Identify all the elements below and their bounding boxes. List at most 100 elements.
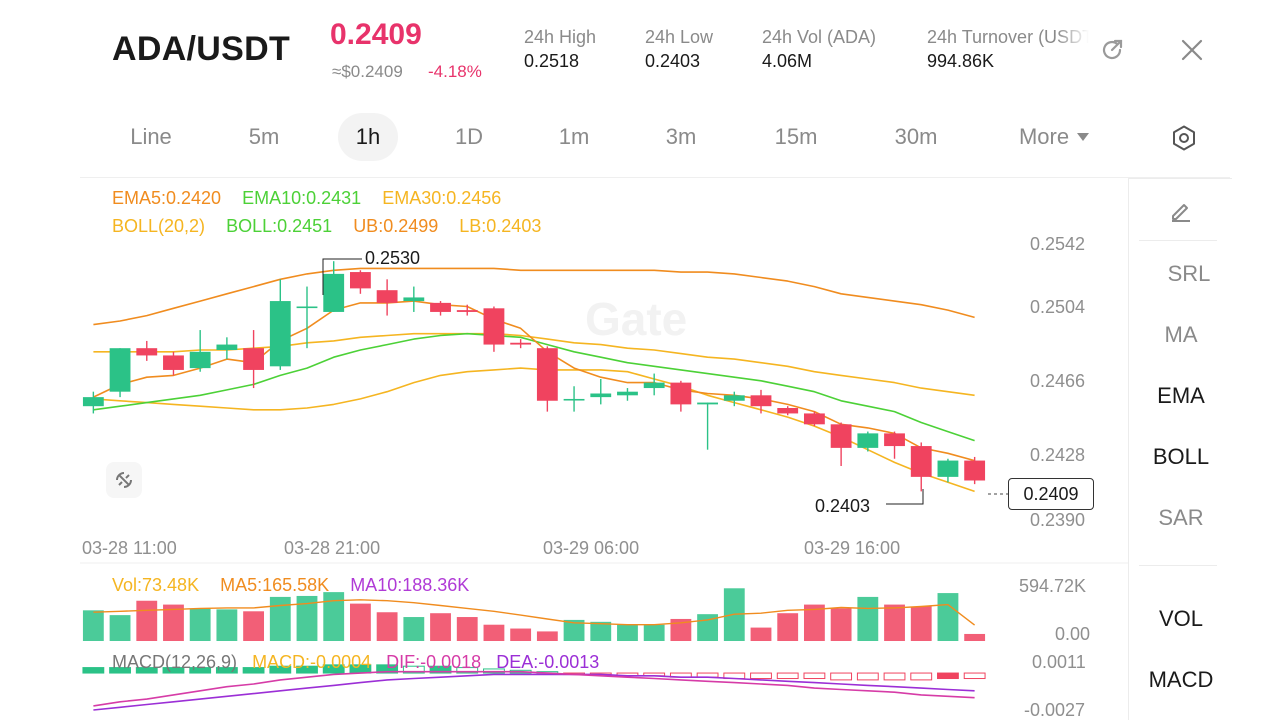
last-price: 0.2409 — [330, 18, 422, 51]
tab-1d[interactable]: 1D — [454, 124, 484, 149]
dif-line — [93, 670, 975, 707]
price-axis-label: 0.2466 — [1030, 371, 1086, 391]
boll-ub-value: UB:0.2499 — [353, 216, 439, 236]
candle-body — [510, 342, 532, 345]
high-marker-line — [322, 258, 362, 295]
macd-bar — [322, 664, 345, 674]
candle-body — [136, 348, 158, 356]
indicator-macd[interactable]: MACD — [1148, 667, 1214, 692]
macd-bar — [242, 667, 265, 674]
dif-value: DIF:-0.0018 — [386, 652, 482, 672]
volume-bar — [510, 628, 532, 641]
volume-bar — [296, 595, 318, 641]
stat-24h-turnover: 24h Turnover (USDT) 994.86K — [927, 27, 1089, 72]
candle-body — [403, 297, 425, 302]
candle-body — [803, 413, 825, 425]
ema30-value: EMA30:0.2456 — [382, 188, 502, 208]
pencil-icon[interactable] — [1165, 195, 1197, 227]
ema10-value: EMA10:0.2431 — [242, 188, 362, 208]
volume-ma-line — [93, 599, 976, 626]
macd-bar — [135, 667, 158, 674]
indicator-boll[interactable]: BOLL — [1152, 444, 1210, 469]
indicator-ema[interactable]: EMA — [1157, 383, 1205, 408]
volume-bar — [136, 600, 158, 641]
macd-bar — [82, 667, 105, 674]
candle-body — [937, 460, 959, 477]
boll-lb-value: LB:0.2403 — [459, 216, 542, 236]
macd-bar — [856, 672, 879, 681]
stat-value: 4.06M — [762, 51, 813, 71]
stat-24h-high: 24h High 0.2518 — [524, 27, 596, 72]
volume-bar — [456, 617, 478, 641]
candle-body — [723, 395, 745, 401]
stat-label: 24h Vol (ADA) — [762, 27, 877, 47]
volume-bar — [376, 612, 398, 641]
candle-body — [216, 344, 238, 350]
candlestick-chart[interactable]: Gate — [80, 178, 1128, 720]
tab-1m[interactable]: 1m — [558, 124, 590, 149]
tab-15m[interactable]: 15m — [774, 124, 818, 149]
tab-1h[interactable]: 1h — [338, 113, 398, 161]
more-dropdown[interactable]: More — [1004, 113, 1104, 161]
candle-body — [430, 302, 451, 312]
indicator-vol[interactable]: VOL — [1158, 606, 1204, 631]
macd-legend: MACD(12,26,9) MACD:-0.0004 DIF:-0.0018 D… — [112, 652, 599, 673]
tab-5m[interactable]: 5m — [248, 124, 280, 149]
tab-line[interactable]: Line — [130, 124, 172, 149]
divider — [80, 177, 1230, 178]
boll-legend: BOLL(20,2) BOLL:0.2451 UB:0.2499 LB:0.24… — [112, 216, 541, 237]
macd-bar — [429, 665, 452, 674]
ema5-line — [93, 300, 975, 462]
macd-bar — [269, 665, 292, 674]
price-change-percent: -4.18% — [428, 62, 482, 81]
settings-icon[interactable] — [1168, 122, 1200, 154]
macd-bar — [402, 665, 425, 674]
vol-ma5-value: MA5:165.58K — [220, 575, 330, 595]
candle-body — [456, 310, 478, 312]
indicator-ma[interactable]: MA — [1164, 322, 1198, 347]
volume-bar — [403, 617, 425, 641]
close-icon[interactable] — [1176, 34, 1208, 66]
indicator-srl[interactable]: SRL — [1167, 261, 1211, 286]
macd-bar — [830, 672, 853, 681]
candle-body — [109, 348, 131, 392]
share-icon[interactable] — [1096, 34, 1128, 66]
volume-bar — [82, 610, 104, 641]
candle-body — [910, 446, 932, 477]
volume-bar — [189, 608, 211, 641]
volume-bar — [243, 611, 265, 641]
tab-30m[interactable]: 30m — [894, 124, 938, 149]
tab-3m[interactable]: 3m — [665, 124, 697, 149]
macd-bar — [456, 667, 479, 674]
stat-value: 994.86K — [927, 51, 995, 71]
volume-bar — [349, 603, 371, 641]
volume-bar — [536, 631, 558, 641]
pair-title[interactable]: ADA/USDT — [112, 30, 291, 68]
indicator-sar[interactable]: SAR — [1158, 505, 1204, 530]
time-axis-label: 03-29 16:00 — [804, 538, 901, 558]
macd-bar — [776, 672, 799, 680]
macd-bar — [376, 664, 399, 674]
caret-down-icon — [1077, 133, 1090, 141]
price-axis-label: 0.2504 — [1030, 297, 1086, 317]
current-price-tag: 0.2409 — [1008, 478, 1094, 510]
volume-bar — [430, 613, 451, 641]
dea-line — [93, 673, 975, 711]
vol-value: Vol:73.48K — [112, 575, 200, 595]
macd-bar — [910, 672, 933, 681]
volume-bar — [830, 608, 852, 641]
low-marker-line — [886, 489, 924, 505]
macd-lines — [93, 670, 975, 711]
volume-bar — [163, 604, 184, 641]
watermark: Gate — [585, 293, 687, 345]
candle-body — [697, 402, 719, 405]
macd-bar — [162, 667, 185, 674]
chart-area[interactable]: Gate EMA5:0.2420 EMA10:0.2431 EMA30:0.24… — [80, 178, 1128, 720]
vol-ma5-line — [93, 599, 976, 626]
boll-params: BOLL(20,2) — [112, 216, 206, 236]
volume-bar — [323, 592, 345, 641]
reset-view-icon[interactable] — [106, 462, 142, 498]
price-axis-label: 0.2428 — [1030, 445, 1086, 465]
indicator-panel: SRL MA EMA BOLL SAR VOL MACD — [1128, 178, 1232, 720]
price-axis-label: 0.2542 — [1030, 234, 1086, 254]
